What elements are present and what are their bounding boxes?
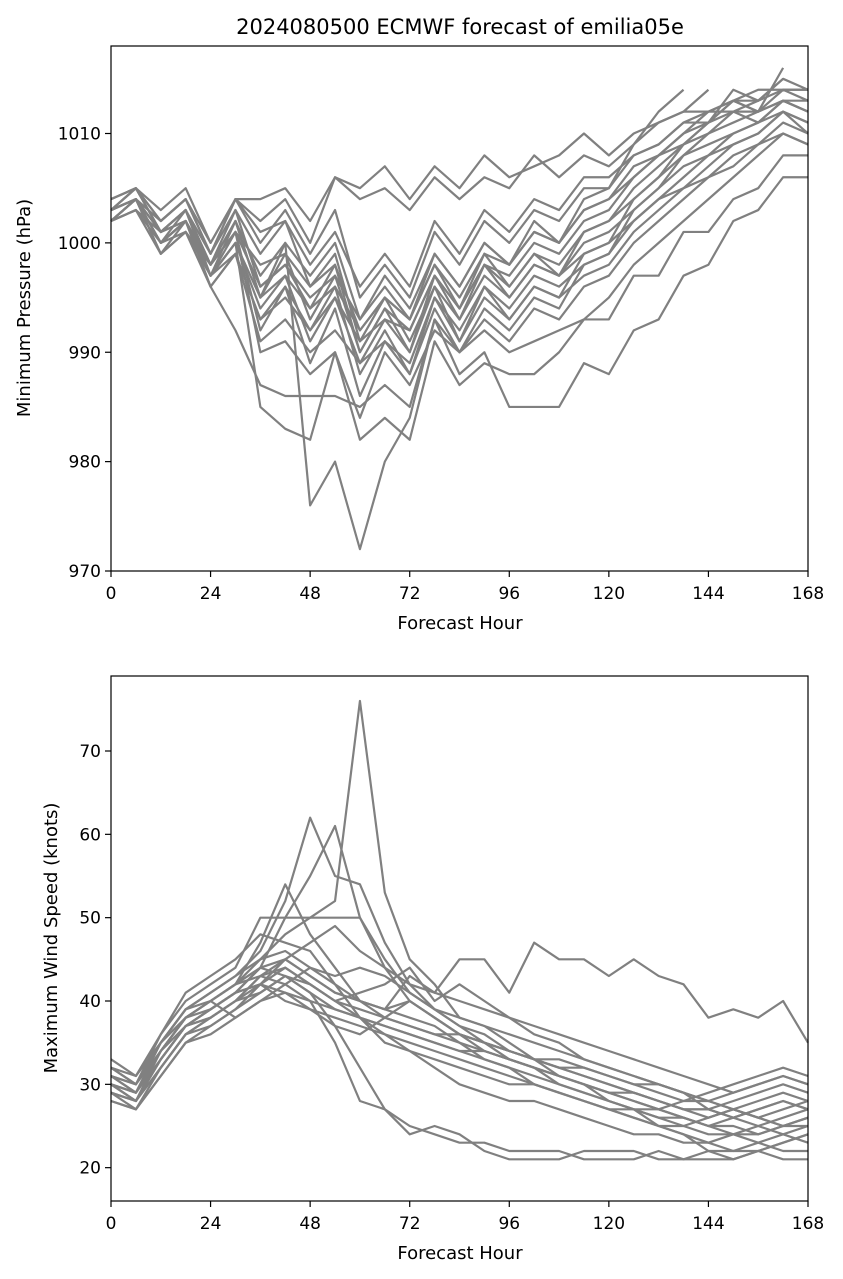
wind-x-tick-label: 72 <box>399 1214 421 1234</box>
pressure-chart: 2024080500 ECMWF forecast of emilia05e 0… <box>14 15 824 634</box>
wind-series-line-20 <box>110 983 809 1119</box>
pressure-x-tick-label: 24 <box>200 584 222 604</box>
wind-y-tick-label: 60 <box>79 825 101 845</box>
pressure-series-line-17 <box>110 77 809 321</box>
pressure-x-tick-label: 120 <box>593 584 625 604</box>
chart-title: 2024080500 ECMWF forecast of emilia05e <box>236 15 684 39</box>
pressure-y-tick-label: 1010 <box>58 125 101 145</box>
pressure-y-tick-label: 1000 <box>58 234 101 254</box>
pressure-y-tick-label: 970 <box>69 562 101 582</box>
pressure-x-tick-label: 48 <box>299 584 321 604</box>
pressure-x-tick-label: 96 <box>498 584 520 604</box>
pressure-y-axis-label: Minimum Pressure (hPa) <box>14 199 35 417</box>
wind-x-tick-label: 168 <box>792 1214 824 1234</box>
wind-x-axis-label: Forecast Hour <box>397 1243 523 1264</box>
wind-x-tick-label: 120 <box>593 1214 625 1234</box>
pressure-x-tick-label: 144 <box>692 584 724 604</box>
pressure-x-tick-label: 72 <box>399 584 421 604</box>
pressure-x-tick-label: 0 <box>106 584 117 604</box>
pressure-series-line-20 <box>110 110 809 332</box>
wind-x-tick-label: 144 <box>692 1214 724 1234</box>
wind-series-group <box>110 699 809 1161</box>
pressure-y-tick-label: 990 <box>69 343 101 363</box>
pressure-ticks-group: 0 24 48 72 96 120 144 168 970 980 990 1000 1010 <box>58 125 824 605</box>
pressure-plot-frame <box>110 45 809 572</box>
wind-y-tick-label: 50 <box>79 909 101 929</box>
pressure-series-group <box>110 67 809 551</box>
wind-x-tick-label: 0 <box>106 1214 117 1234</box>
wind-x-tick-label: 24 <box>200 1214 222 1234</box>
wind-series-line-11 <box>110 949 809 1119</box>
wind-chart: 0 24 48 72 96 120 144 168 20 30 40 50 60 70 Forecast … <box>41 675 824 1264</box>
wind-x-tick-label: 96 <box>498 1214 520 1234</box>
wind-y-axis-label: Maximum Wind Speed (knots) <box>41 803 62 1074</box>
wind-series-line-18 <box>110 974 809 1136</box>
pressure-x-tick-label: 168 <box>792 584 824 604</box>
pressure-series-line-18 <box>110 132 809 343</box>
wind-ticks-group: 0 24 48 72 96 120 144 168 20 30 40 50 60 70 <box>79 742 824 1234</box>
wind-y-tick-label: 40 <box>79 992 101 1012</box>
wind-plot-frame <box>110 675 809 1202</box>
pressure-series-line-10 <box>110 88 685 244</box>
wind-series-line-19 <box>110 966 809 1103</box>
wind-y-tick-label: 20 <box>79 1159 101 1179</box>
wind-series-line-7 <box>110 933 808 1153</box>
pressure-series-line-5 <box>110 110 809 376</box>
pressure-series-line-13 <box>110 99 809 398</box>
wind-y-tick-label: 30 <box>79 1075 101 1095</box>
pressure-x-axis-label: Forecast Hour <box>397 613 523 634</box>
pressure-y-tick-label: 980 <box>69 453 101 473</box>
wind-y-tick-label: 70 <box>79 742 101 762</box>
pressure-series-line-19 <box>110 99 808 288</box>
wind-x-tick-label: 48 <box>299 1214 321 1234</box>
